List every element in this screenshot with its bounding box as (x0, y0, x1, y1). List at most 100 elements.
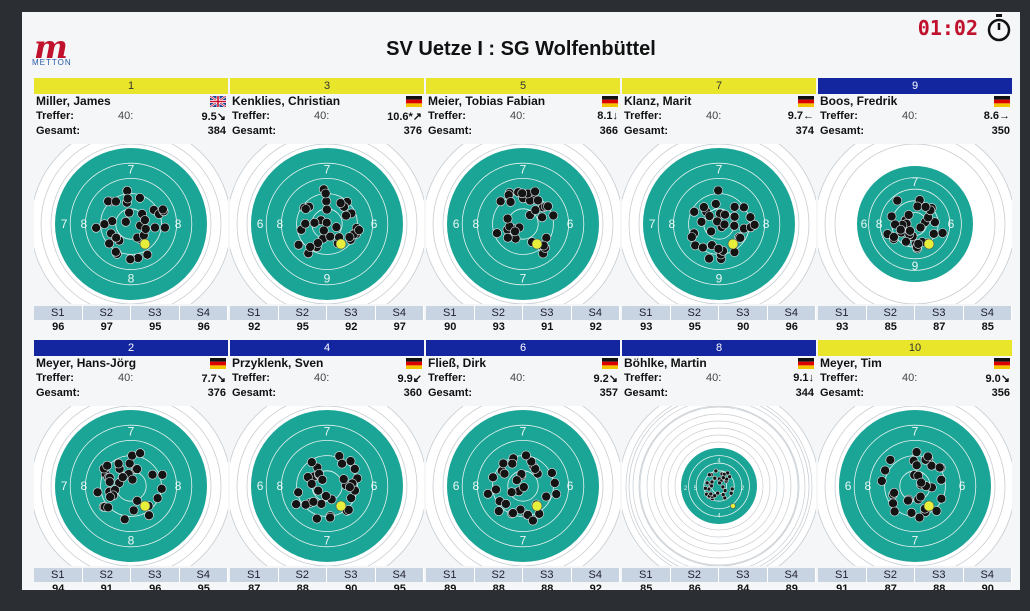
series-score: 91 (100, 583, 113, 590)
hits-label: Treffer: (624, 372, 662, 384)
outer-ring (625, 406, 813, 566)
series-score: 93 (640, 321, 653, 333)
lane-number: 7 (622, 78, 816, 94)
ring-number: 8 (175, 479, 182, 493)
series-score: 93 (492, 321, 505, 333)
shot-mark (105, 492, 115, 502)
ring-number: 6 (948, 217, 955, 231)
shot-mark (293, 487, 303, 498)
total-score: 356 (991, 387, 1010, 399)
total-row: Gesamt: 376 (230, 125, 424, 140)
lane-number: 1 (34, 78, 228, 94)
series-label: S4 (180, 568, 228, 582)
ring-number: 7 (520, 424, 527, 438)
shot-mark (491, 484, 501, 495)
shooting-target: 78 669 (818, 144, 1012, 304)
series-score: 95 (688, 321, 701, 333)
shot-mark (934, 462, 945, 473)
ring-number: 6 (567, 479, 574, 493)
shot-mark (344, 232, 355, 242)
shot-mark (717, 480, 722, 486)
series-score: 88 (296, 583, 309, 590)
shot-mark (889, 506, 900, 517)
shot-mark (698, 242, 708, 253)
series-score: 95 (393, 583, 406, 590)
total-label: Gesamt: (624, 387, 669, 399)
series-value-row: 92 95 92 97 (230, 320, 424, 334)
shot-mark (122, 193, 133, 204)
series-label: S4 (964, 306, 1012, 320)
total-label: Gesamt: (428, 125, 473, 137)
ring-number: 8 (763, 217, 770, 231)
shot-mark (99, 219, 110, 229)
total-row: Gesamt: 350 (818, 125, 1012, 140)
shot-mark (709, 483, 714, 489)
series-label: S1 (34, 568, 83, 582)
total-row: Gesamt: 360 (230, 387, 424, 402)
shot-mark (125, 254, 136, 265)
ring-number: 8 (175, 217, 182, 231)
shot-mark (335, 198, 346, 208)
shot-mark (121, 217, 131, 227)
shot-count: 40: (118, 372, 134, 384)
lane-number: 9 (818, 78, 1012, 94)
shot-mark (104, 477, 115, 487)
shot-mark (729, 211, 740, 222)
ring-number: 8 (865, 479, 872, 493)
shot-mark (321, 491, 331, 501)
series-label: S1 (230, 306, 279, 320)
outer-ring (632, 406, 806, 566)
ring-number: 7 (520, 272, 527, 286)
shot-mark (914, 512, 925, 523)
inner-ring (265, 424, 389, 548)
shot-mark (713, 244, 724, 254)
ring-number: 7 (520, 162, 527, 176)
shooter-name-row: Miller, James (34, 94, 228, 110)
germany-flag-icon (994, 358, 1010, 369)
last-shot-value: 9.7← (787, 110, 814, 122)
hits-label: Treffer: (36, 110, 74, 122)
shot-mark (512, 475, 522, 485)
series-label: S3 (719, 306, 768, 320)
hits-label: Treffer: (428, 372, 466, 384)
shot-mark (745, 212, 756, 222)
series-label: S3 (131, 568, 180, 582)
shot-mark (530, 205, 541, 215)
shooter-name: Meier, Tobias Fabian (428, 94, 546, 108)
shot-count: 40: (510, 110, 526, 122)
shot-mark (728, 490, 734, 496)
series-score: 91 (836, 583, 849, 590)
shooter-name: Boos, Fredrik (820, 94, 898, 108)
shot-mark (888, 498, 898, 509)
ring-number: 7 (912, 424, 919, 438)
inner-ring (69, 424, 193, 548)
hits-row: Treffer: 40: 9.2↘ (426, 372, 620, 387)
total-row: Gesamt: 356 (818, 387, 1012, 402)
shot-mark (548, 210, 559, 221)
shot-mark (507, 458, 518, 469)
total-row: Gesamt: 366 (426, 125, 620, 140)
shot-mark (510, 226, 520, 237)
shot-mark (915, 222, 926, 233)
series-score: 88 (541, 583, 554, 590)
target-black-area (681, 448, 757, 524)
ring-number: 6 (453, 217, 460, 231)
ring-number: 2 (684, 486, 688, 492)
series-label: S3 (327, 306, 376, 320)
ring-number: 7 (128, 162, 135, 176)
shot-mark (530, 464, 540, 474)
series-label: S4 (376, 568, 424, 582)
hits-row: Treffer: 40: 9.0↘ (818, 372, 1012, 387)
series-score: 95 (197, 583, 210, 590)
ring-number: 8 (876, 217, 883, 231)
shooter-name-row: Meyer, Tim (818, 356, 1012, 372)
total-row: Gesamt: 376 (34, 387, 228, 402)
target-black-area (857, 166, 973, 282)
series-score: 92 (248, 321, 261, 333)
hits-row: Treffer: 40: 9.7← (622, 110, 816, 125)
series-label: S3 (915, 568, 964, 582)
ring-number: 6 (371, 217, 378, 231)
series-score: 95 (149, 321, 162, 333)
series-label: S3 (523, 306, 572, 320)
shot-mark (293, 240, 304, 250)
